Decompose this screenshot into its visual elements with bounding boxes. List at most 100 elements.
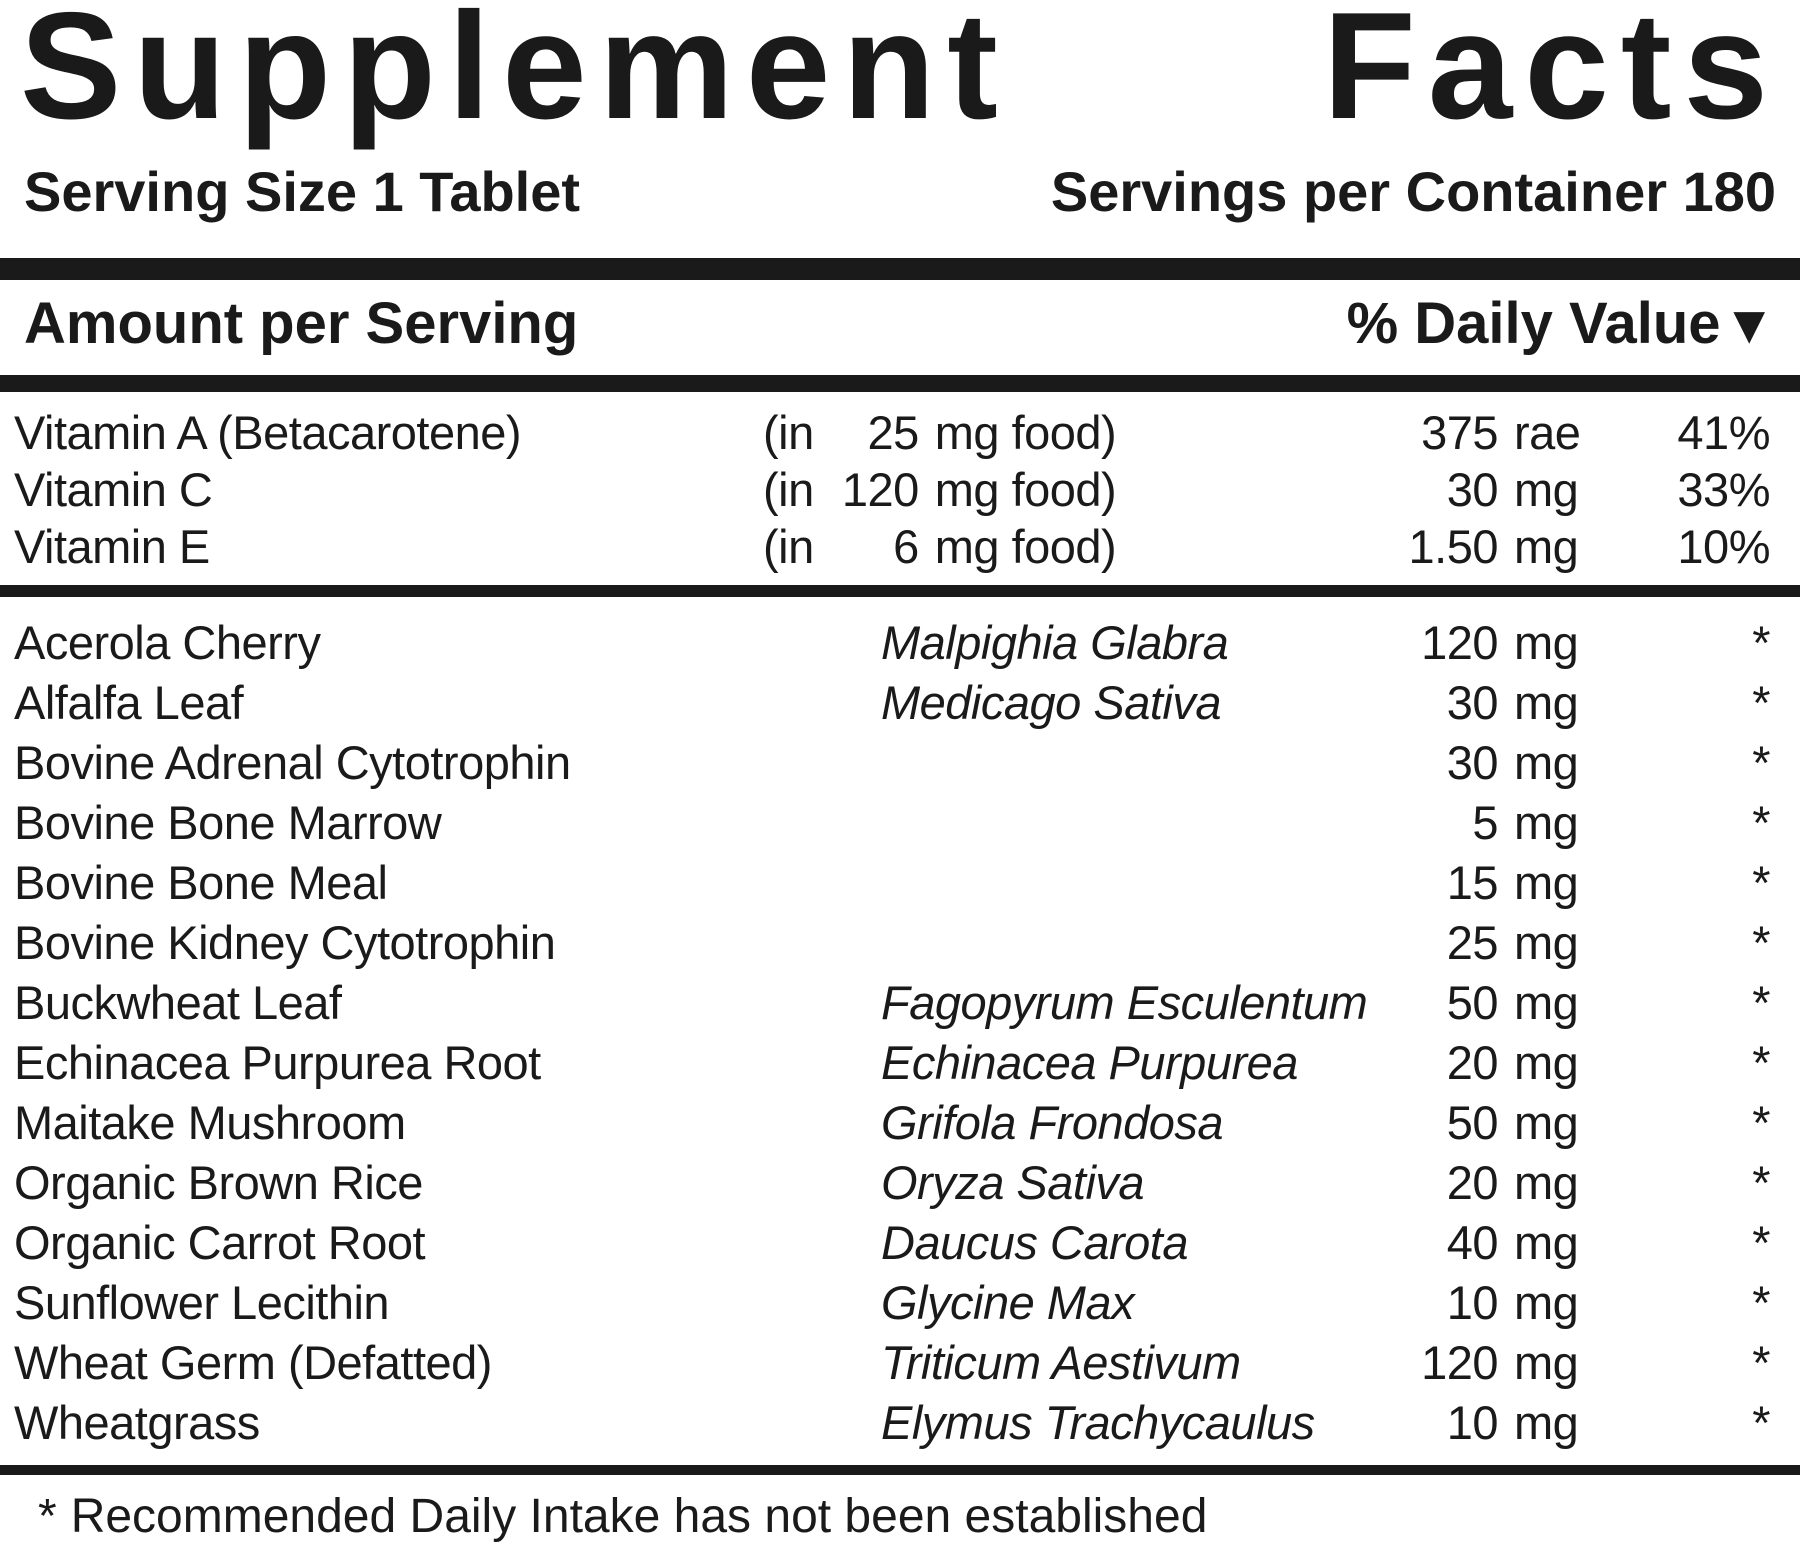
- ingredient-latin-wrap: Daucus Carota: [763, 1213, 1348, 1273]
- ingredient-name: Organic Carrot Root: [14, 1216, 426, 1269]
- ingredient-name: Maitake Mushroom: [14, 1096, 406, 1149]
- ingredient-row: Bovine Adrenal Cytotrophin 30 mg *: [0, 733, 1800, 793]
- food-note-close: mg food): [934, 406, 1117, 459]
- vitamin-unit: rae: [1514, 406, 1581, 459]
- footnote-text: Recommended Daily Intake has not been es…: [70, 1490, 1208, 1543]
- ingredient-row: Sunflower Lecithin Glycine Max 10 mg *: [0, 1273, 1800, 1333]
- ingredient-daily-value: *: [1752, 1156, 1770, 1209]
- vitamin-unit: mg: [1514, 463, 1579, 516]
- vitamin-name: Vitamin C: [14, 463, 213, 516]
- vitamin-name: Vitamin E: [14, 520, 210, 573]
- ingredient-unit: mg: [1514, 1396, 1579, 1449]
- ingredient-daily-value: *: [1752, 1096, 1770, 1149]
- ingredient-latin-wrap: Oryza Sativa: [763, 1153, 1348, 1213]
- ingredient-daily-value: *: [1752, 976, 1770, 1029]
- ingredient-amount: 15: [1446, 856, 1499, 909]
- ingredient-name: Wheatgrass: [14, 1396, 260, 1449]
- ingredient-name: Wheat Germ (Defatted): [14, 1336, 492, 1389]
- ingredient-latin-name: Triticum Aestivum: [881, 1336, 1241, 1389]
- ingredient-amount: 10: [1446, 1396, 1499, 1449]
- ingredient-unit: mg: [1514, 736, 1579, 789]
- ingredient-row: Echinacea Purpurea Root Echinacea Purpur…: [0, 1033, 1800, 1093]
- label-title: Supplement Facts: [0, 0, 1800, 151]
- ingredient-unit: mg: [1514, 1036, 1579, 1089]
- ingredient-row: Organic Brown Rice Oryza Sativa 20 mg *: [0, 1153, 1800, 1213]
- vitamin-daily-value: 10%: [1677, 520, 1770, 573]
- vitamin-row: Vitamin C (in 120 mg food) 30 mg 33%: [0, 461, 1800, 518]
- ingredient-amount: 20: [1446, 1036, 1499, 1089]
- vitamin-daily-value: 41%: [1677, 406, 1770, 459]
- vitamin-amount: 375: [1421, 406, 1498, 459]
- title-word-supplement: Supplement: [20, 0, 1010, 151]
- ingredient-daily-value: *: [1752, 736, 1770, 789]
- divider-bar-mid: [0, 585, 1800, 597]
- ingredient-name: Bovine Bone Marrow: [14, 796, 442, 849]
- food-note-amount: 120: [841, 463, 919, 516]
- ingredient-name: Sunflower Lecithin: [14, 1276, 390, 1329]
- ingredient-latin-name: Elymus Trachycaulus: [881, 1396, 1315, 1449]
- ingredient-amount: 10: [1446, 1276, 1499, 1329]
- ingredient-latin-wrap: Echinacea Purpurea: [763, 1033, 1348, 1093]
- ingredient-daily-value: *: [1752, 856, 1770, 909]
- food-note-open: (in: [763, 520, 814, 573]
- ingredient-name: Bovine Kidney Cytotrophin: [14, 916, 556, 969]
- ingredient-row: Acerola Cherry Malpighia Glabra 120 mg *: [0, 613, 1800, 673]
- ingredient-unit: mg: [1514, 796, 1579, 849]
- ingredient-row: Bovine Bone Marrow 5 mg *: [0, 793, 1800, 853]
- daily-value-header-text: % Daily Value: [1346, 291, 1721, 356]
- ingredient-daily-value: *: [1752, 616, 1770, 669]
- ingredient-name: Bovine Bone Meal: [14, 856, 388, 909]
- vitamin-food-note: (in 25 mg food): [763, 404, 1348, 461]
- columns-header-row: Amount per Serving % Daily Value ▼: [0, 292, 1800, 356]
- vitamin-food-note: (in 6 mg food): [763, 518, 1348, 575]
- vitamin-row: Vitamin E (in 6 mg food) 1.50 mg 10%: [0, 518, 1800, 575]
- vitamin-food-note: (in 120 mg food): [763, 461, 1348, 518]
- ingredient-latin-name: Grifola Frondosa: [881, 1096, 1224, 1149]
- ingredient-latin-wrap: Fagopyrum Esculentum: [763, 973, 1368, 1033]
- vitamin-unit: mg: [1514, 520, 1579, 573]
- ingredient-amount: 120: [1421, 1336, 1498, 1389]
- vitamins-section: Vitamin A (Betacarotene) (in 25 mg food)…: [0, 392, 1800, 585]
- divider-bar-bottom: [0, 1465, 1800, 1475]
- serving-size-text: Serving Size 1 Tablet: [24, 160, 581, 223]
- ingredient-amount: 40: [1446, 1216, 1499, 1269]
- ingredient-latin-wrap: Triticum Aestivum: [763, 1333, 1348, 1393]
- vitamin-amount: 1.50: [1408, 520, 1499, 573]
- ingredient-amount: 120: [1421, 616, 1498, 669]
- ingredient-unit: mg: [1514, 616, 1579, 669]
- ingredient-row: Bovine Kidney Cytotrophin 25 mg *: [0, 913, 1800, 973]
- ingredient-name: Organic Brown Rice: [14, 1156, 423, 1209]
- ingredient-name: Echinacea Purpurea Root: [14, 1036, 541, 1089]
- servings-per-container-text: Servings per Container 180: [1050, 160, 1776, 223]
- ingredient-row: Bovine Bone Meal 15 mg *: [0, 853, 1800, 913]
- ingredient-latin-wrap: Grifola Frondosa: [763, 1093, 1348, 1153]
- ingredient-unit: mg: [1514, 916, 1579, 969]
- ingredient-amount: 30: [1446, 736, 1499, 789]
- ingredient-unit: mg: [1514, 856, 1579, 909]
- ingredient-row: Buckwheat Leaf Fagopyrum Esculentum 50 m…: [0, 973, 1800, 1033]
- ingredient-latin-wrap: Medicago Sativa: [763, 673, 1348, 733]
- ingredient-daily-value: *: [1752, 1216, 1770, 1269]
- asterisk-marker: *: [38, 1490, 57, 1543]
- ingredient-unit: mg: [1514, 1276, 1579, 1329]
- ingredient-amount: 25: [1446, 916, 1499, 969]
- down-triangle-icon: ▼: [1722, 295, 1776, 355]
- ingredient-row: Wheatgrass Elymus Trachycaulus 10 mg *: [0, 1393, 1800, 1453]
- ingredient-name: Buckwheat Leaf: [14, 976, 342, 1029]
- food-note-close: mg food): [934, 463, 1117, 516]
- ingredient-daily-value: *: [1752, 1396, 1770, 1449]
- ingredient-latin-name: Medicago Sativa: [881, 676, 1221, 729]
- vitamin-row: Vitamin A (Betacarotene) (in 25 mg food)…: [0, 404, 1800, 461]
- serving-info-row: Serving Size 1 Tablet Servings per Conta…: [0, 162, 1800, 222]
- ingredient-amount: 50: [1446, 1096, 1499, 1149]
- ingredient-unit: mg: [1514, 676, 1579, 729]
- divider-bar-header: [0, 375, 1800, 392]
- ingredient-latin-name: Daucus Carota: [881, 1216, 1189, 1269]
- ingredient-unit: mg: [1514, 1096, 1579, 1149]
- ingredient-unit: mg: [1514, 1216, 1579, 1269]
- ingredient-row: Organic Carrot Root Daucus Carota 40 mg …: [0, 1213, 1800, 1273]
- ingredient-row: Alfalfa Leaf Medicago Sativa 30 mg *: [0, 673, 1800, 733]
- ingredient-name: Acerola Cherry: [14, 616, 321, 669]
- footnote: * Recommended Daily Intake has not been e…: [0, 1491, 1800, 1543]
